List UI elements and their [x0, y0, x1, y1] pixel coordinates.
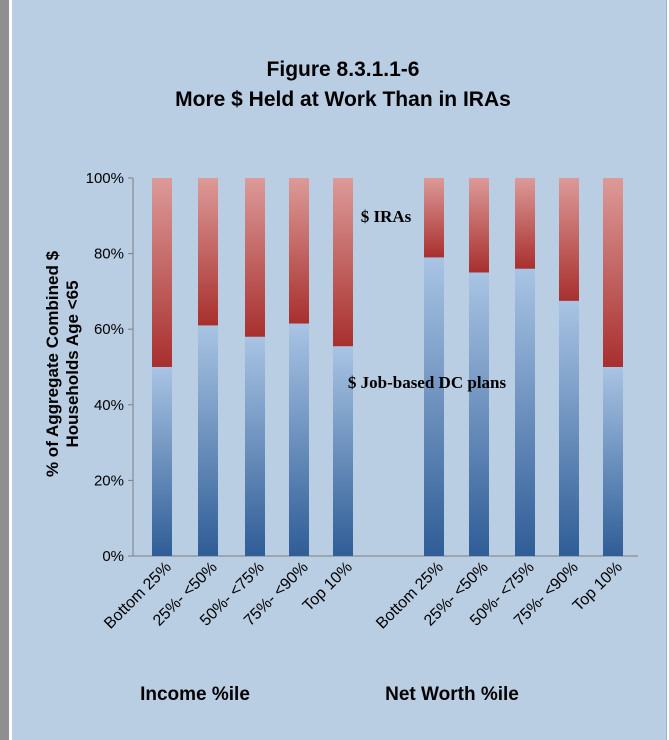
bar-dc-plans — [245, 336, 265, 556]
annotation-dc-plans: $ Job-based DC plans — [348, 373, 507, 392]
page-edge-strip — [0, 0, 9, 740]
bar-dc-plans — [559, 300, 579, 556]
group-label-income: Income %ile — [140, 684, 250, 705]
bar-iras — [152, 178, 172, 367]
bar-iras — [198, 178, 218, 326]
y-axis-label-line2: Households Age <65 — [63, 280, 82, 447]
y-tick-label: 60% — [94, 321, 124, 338]
bar-dc-plans — [515, 268, 535, 556]
bar-dc-plans — [333, 346, 353, 556]
group-label-net-worth: Net Worth %ile — [385, 684, 519, 705]
bar-iras — [559, 178, 579, 301]
bar-dc-plans — [603, 367, 623, 556]
bar-dc-plans — [289, 323, 309, 556]
y-tick-label: 0% — [102, 548, 124, 565]
chart-subtitle: More $ Held at Work Than in IRAs — [175, 88, 511, 111]
bar-iras — [245, 178, 265, 337]
y-tick-label: 20% — [94, 472, 124, 489]
bar-dc-plans — [198, 325, 218, 556]
bar-iras — [603, 178, 623, 367]
bar-dc-plans — [152, 367, 172, 556]
bar-iras — [424, 178, 444, 258]
annotation-iras: $ IRAs — [361, 207, 412, 226]
bar-iras — [515, 178, 535, 269]
bar-iras — [333, 178, 353, 347]
x-tick-labels: Bottom 25%25%- <50%50%- <75%75%- <90%Top… — [101, 559, 626, 633]
y-tick-label: 100% — [86, 170, 124, 187]
bar-dc-plans — [424, 257, 444, 556]
y-ticks: 0% 20% 40% 60% 80% 100% — [86, 170, 133, 565]
y-axis-label-line1: % of Aggregate Combined $ — [43, 250, 62, 477]
chart-title: Figure 8.3.1.1-6 — [267, 58, 420, 81]
y-tick-label: 80% — [94, 246, 124, 263]
bar-dc-plans — [469, 272, 489, 556]
bar-iras — [469, 178, 489, 273]
bars — [152, 178, 623, 556]
y-tick-label: 40% — [94, 397, 124, 414]
bar-iras — [289, 178, 309, 324]
